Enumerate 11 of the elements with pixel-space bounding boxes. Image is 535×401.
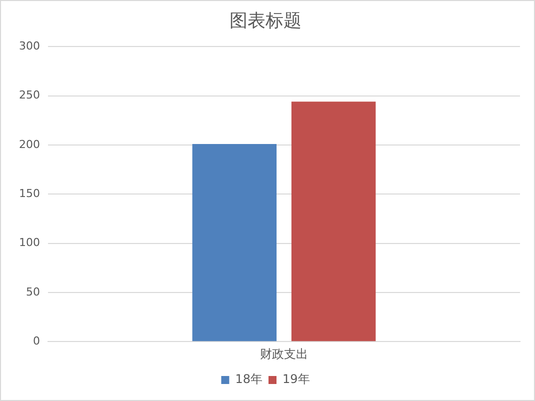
y-tick-label: 200 <box>18 138 40 151</box>
y-tick-label: 50 <box>26 285 40 298</box>
y-tick-label: 300 <box>18 39 40 52</box>
chart-title: 图表标题 <box>230 10 302 32</box>
y-tick-label: 150 <box>18 186 40 200</box>
y-tick-label: 100 <box>18 236 40 250</box>
legend-label: 19年 <box>282 372 310 386</box>
legend-label: 18年 <box>235 372 263 386</box>
y-tick-label: 250 <box>18 88 40 102</box>
y-tick-label: 0 <box>32 334 40 348</box>
x-tick-label: 财政支出 <box>260 346 308 361</box>
